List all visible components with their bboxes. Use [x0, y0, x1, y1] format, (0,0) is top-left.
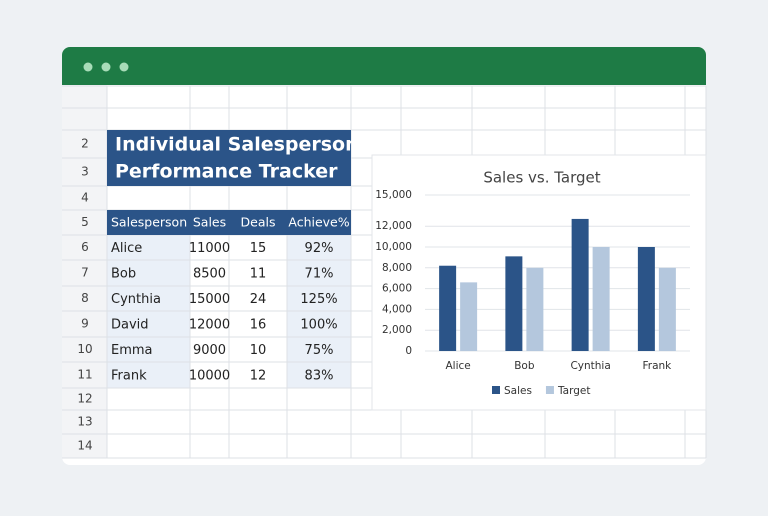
table-cell: 24	[250, 292, 267, 307]
table-cell: Emma	[111, 343, 153, 358]
table-cell: Cynthia	[111, 292, 161, 307]
table-cell: 10000	[189, 369, 230, 384]
row-number: 10	[77, 342, 92, 356]
row-number: 2	[81, 137, 89, 151]
bar	[505, 256, 523, 351]
table-cell: Bob	[111, 267, 136, 282]
legend-label: Sales	[504, 385, 532, 397]
legend-swatch	[545, 386, 554, 394]
bar	[571, 218, 589, 351]
x-tick-label: Alice	[445, 360, 470, 372]
legend-swatch	[492, 386, 500, 394]
table-cell: 15	[250, 241, 267, 256]
bar	[592, 247, 610, 351]
bar	[460, 282, 478, 351]
header-row	[107, 210, 351, 235]
bar	[526, 267, 544, 351]
table-cell: David	[111, 318, 149, 333]
table-cell: 92%	[305, 241, 334, 256]
cell-bg	[107, 311, 190, 337]
y-tick-label: 6,000	[382, 283, 412, 295]
cell-bg	[287, 235, 351, 260]
cell-bg	[107, 286, 190, 311]
bar	[439, 265, 457, 351]
y-tick-label: 12,000	[375, 220, 412, 232]
table-cell: Frank	[111, 369, 147, 384]
row-number: 12	[77, 392, 92, 406]
chart-title: Sales vs. Target	[483, 169, 600, 187]
cell-bg	[287, 286, 351, 311]
table-header: Deals	[241, 215, 276, 230]
table-cell: 15000	[189, 292, 230, 307]
x-tick-label: Bob	[514, 360, 535, 372]
bar	[637, 247, 655, 351]
cell-bg	[107, 260, 190, 286]
row-number: 14	[77, 439, 92, 453]
y-tick-label: 0	[405, 345, 412, 357]
cell-bg	[287, 362, 351, 388]
row-number: 4	[81, 191, 89, 205]
y-tick-label: 8,000	[382, 262, 412, 274]
table-cell: 9000	[193, 343, 226, 358]
bar	[658, 267, 676, 351]
window-dot	[119, 62, 129, 72]
cell-bg	[287, 260, 351, 286]
table-cell: 75%	[305, 343, 334, 358]
table-header: Achieve%	[288, 215, 349, 230]
y-tick-label: 15,000	[375, 189, 412, 201]
table-cell: 16	[250, 318, 267, 333]
row-number: 9	[81, 317, 89, 331]
table-header: Salesperson	[111, 215, 187, 230]
cell-bg	[107, 362, 190, 388]
table-cell: 125%	[300, 292, 337, 307]
row-header	[62, 85, 107, 458]
sheet-title: Individual Salesperson	[115, 134, 359, 156]
x-tick-label: Frank	[642, 360, 672, 372]
table-cell: 11000	[189, 241, 230, 256]
table-cell: Alice	[111, 241, 142, 256]
table-cell: 11	[250, 267, 267, 282]
table-cell: 8500	[193, 267, 226, 282]
x-tick-label: Cynthia	[570, 360, 610, 372]
row-number: 6	[81, 240, 89, 254]
cell-bg	[107, 337, 190, 362]
y-tick-label: 2,000	[382, 324, 412, 336]
window-dot	[83, 62, 93, 72]
y-tick-label: 10,000	[375, 241, 412, 253]
table-cell: 12000	[189, 318, 230, 333]
row-number: 3	[81, 165, 89, 179]
cell-bg	[287, 337, 351, 362]
y-tick-label: 4,000	[382, 303, 412, 315]
row-number: 8	[81, 291, 89, 305]
table-cell: 100%	[300, 318, 337, 333]
table-cell: 10	[250, 343, 267, 358]
table-cell: 83%	[305, 369, 334, 384]
row-number: 5	[81, 215, 89, 229]
title-bar	[62, 47, 706, 85]
cell-bg	[287, 311, 351, 337]
row-number: 11	[77, 368, 92, 382]
row-number: 7	[81, 266, 89, 280]
legend-label: Target	[557, 385, 590, 397]
cell-bg	[107, 235, 190, 260]
sheet-title: Performance Tracker	[115, 161, 338, 183]
row-number: 13	[77, 415, 92, 429]
table-cell: 71%	[305, 267, 334, 282]
table-header: Sales	[193, 215, 226, 230]
table-cell: 12	[250, 369, 267, 384]
title-cell	[107, 130, 351, 186]
window-dot	[101, 62, 111, 72]
